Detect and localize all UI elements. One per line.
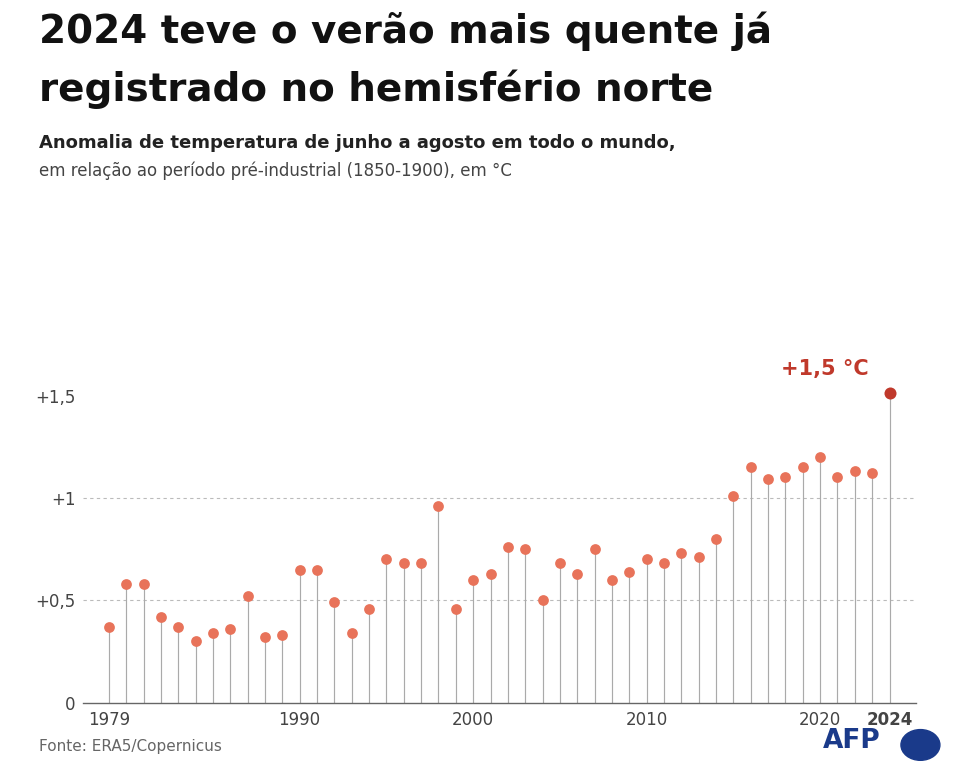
Point (101, 621, 117, 633)
Point (119, 578, 134, 590)
Point (604, 574, 619, 586)
Point (761, 473, 776, 485)
Point (812, 451, 828, 463)
Point (413, 558, 429, 570)
Point (206, 627, 221, 639)
Point (344, 627, 359, 639)
Point (153, 611, 169, 623)
Point (552, 558, 568, 570)
Text: 2024 teve o verão mais quente já: 2024 teve o verão mais quente já (39, 12, 772, 51)
Text: AFP: AFP (823, 728, 880, 754)
Point (240, 590, 255, 602)
Point (326, 596, 342, 608)
Point (292, 564, 308, 576)
Point (708, 533, 724, 545)
Point (275, 629, 290, 641)
Text: Fonte: ERA5/Copernicus: Fonte: ERA5/Copernicus (39, 739, 222, 754)
Point (535, 594, 550, 607)
Point (777, 472, 793, 484)
Point (135, 578, 151, 590)
Point (517, 543, 533, 555)
Point (500, 541, 515, 553)
Point (795, 461, 810, 473)
Point (621, 565, 637, 578)
Point (881, 387, 897, 399)
Point (431, 500, 446, 512)
Text: em relação ao período pré-industrial (1850-1900), em °C: em relação ao período pré-industrial (18… (39, 161, 511, 180)
Point (188, 635, 204, 647)
Point (830, 472, 845, 484)
Point (466, 574, 481, 586)
Point (691, 551, 706, 564)
Point (864, 467, 880, 479)
Text: +1,5 °C: +1,5 °C (781, 359, 869, 379)
Point (656, 558, 672, 570)
Point (361, 602, 377, 614)
Point (170, 621, 186, 633)
Point (257, 631, 273, 644)
Point (847, 465, 863, 478)
Point (674, 547, 690, 559)
Point (222, 623, 238, 635)
Point (570, 568, 585, 580)
Point (448, 602, 464, 614)
Point (309, 564, 324, 576)
Point (379, 553, 394, 565)
Point (483, 568, 499, 580)
Point (639, 553, 655, 565)
Text: Anomalia de temperatura de junho a agosto em todo o mundo,: Anomalia de temperatura de junho a agost… (39, 134, 676, 152)
Point (586, 543, 602, 555)
Point (396, 558, 412, 570)
Text: registrado no hemisfério norte: registrado no hemisfério norte (39, 69, 713, 108)
Point (726, 490, 741, 502)
Point (743, 461, 759, 473)
